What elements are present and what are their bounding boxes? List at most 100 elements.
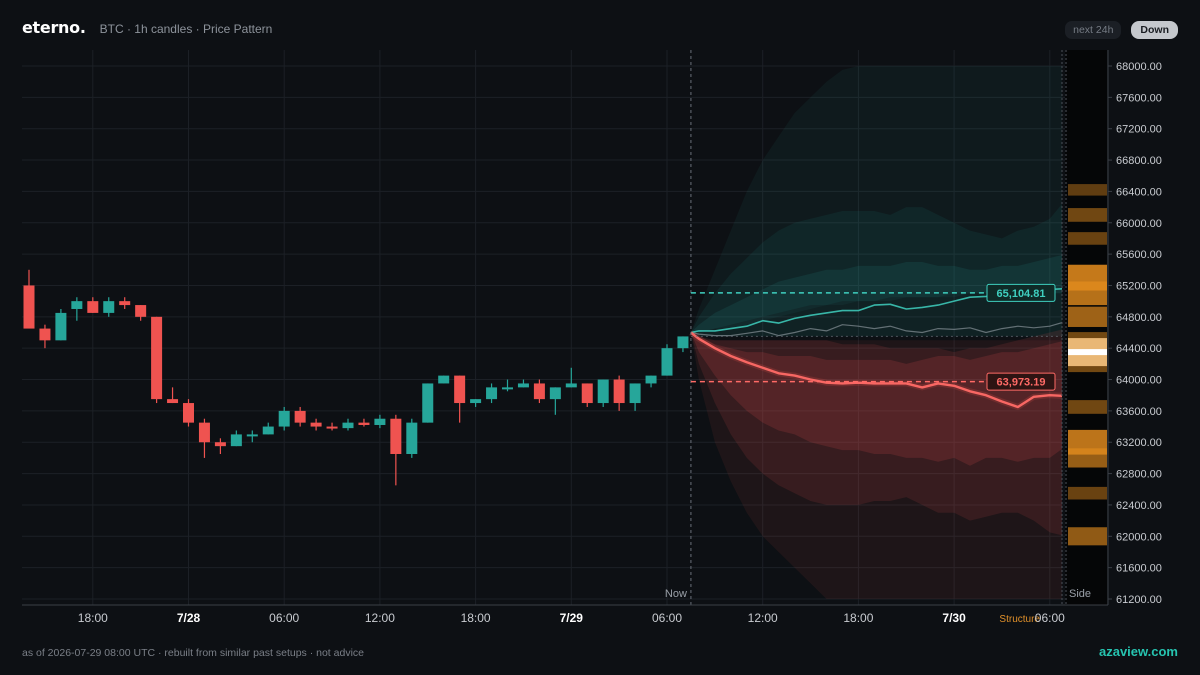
forecast-band [690,332,1062,599]
candle-body [23,285,35,329]
chart-subtitle: BTC · 1h candles · Price Pattern [99,22,273,36]
candle [310,418,322,431]
now-label: Now [665,588,687,600]
forecast-median-path [690,321,1062,337]
candle-body [406,422,418,454]
candle [151,316,163,404]
candle [230,430,242,447]
candle [39,324,51,349]
candle-body [230,434,242,447]
candle-body [517,383,529,388]
candle [135,305,147,321]
candle [167,387,179,404]
candle-body [135,305,147,317]
y-tick-label: 65200.00 [1116,280,1162,292]
candle [661,344,673,376]
structure-level-core [1068,349,1107,356]
candle-body [629,383,641,404]
candle [198,418,210,458]
candle-body [55,312,67,341]
candle [390,414,402,486]
x-tick-label: 7/28 [177,611,201,625]
candle [629,383,641,411]
candle-body [502,387,513,390]
candle [342,418,354,431]
footer-site-link[interactable]: azaview.com [1098,644,1178,659]
candle-body [183,403,194,423]
y-axis: 68000.00 67600.00 67200.00 66800.00 66400.00… [1107,50,1162,606]
x-tick-label: 18:00 [78,611,108,625]
x-tick-label: 12:00 [365,611,395,625]
y-tick-label: 62400.00 [1116,500,1162,512]
brand-logo[interactable]: eterno. [22,18,86,37]
candle [262,422,274,435]
structure-level [1068,184,1107,196]
candle-body [103,301,115,313]
target-tag-up [986,283,1056,302]
y-tick-label: 66000.00 [1116,218,1162,230]
structure-level [1068,306,1107,327]
header: eterno. BTC · 1h candles · Price Pattern [22,18,272,44]
candle [422,383,434,423]
range-toggle[interactable]: next 24h [1065,21,1122,39]
forecast-band [690,203,1062,333]
candle-body [422,383,434,423]
candle-body [87,301,99,313]
candle [406,418,418,458]
candle [581,383,593,407]
candle [119,297,131,309]
structure-strip: Structure Side [999,50,1107,625]
candle [103,297,115,317]
x-axis: 18:00 7/28 06:00 12:00 18:00 7/29 06:00 12:00 18… [22,604,1108,625]
candle-body [565,383,577,388]
candle-body [167,399,179,404]
y-tick-label: 61600.00 [1116,563,1162,575]
candle-body [486,387,498,400]
candle [374,414,386,429]
forecast-bands [690,66,1062,599]
candle [597,379,609,407]
candle [358,418,370,427]
candle-body [645,375,657,384]
forecast-bear-path [690,331,1062,409]
candle [183,399,194,427]
candle-body [358,422,370,425]
controls: next 24h Down [1065,21,1178,39]
candle [294,406,306,427]
x-tick-label: 06:00 [269,611,299,625]
y-tick-label: 62800.00 [1116,469,1162,481]
y-tick-label: 64000.00 [1116,375,1162,387]
candle [454,375,466,423]
candle-body [151,316,163,400]
forecast-band [690,66,1062,333]
y-tick-label: 63200.00 [1116,437,1162,449]
candle-body [549,387,561,400]
forecast-band [690,255,1062,337]
candle-body [246,434,258,437]
candle [278,406,290,431]
candle-body [374,418,386,425]
structure-level [1068,527,1107,546]
candle [214,438,226,454]
structure-level [1068,208,1107,222]
x-tick-label: 12:00 [748,611,778,625]
candle-body [262,426,274,435]
candle-body [71,301,83,309]
target-label-up: 65,104.81 [997,288,1046,300]
forecast-band [690,332,1062,466]
structure-level [1068,486,1107,500]
candle-body [310,422,322,427]
candle [549,387,561,415]
candle [486,383,498,404]
candle-body [342,422,354,429]
candle-body [533,383,545,400]
direction-badge[interactable]: Down [1131,21,1178,39]
candle-body [613,379,625,404]
x-tick-label: 18:00 [843,611,873,625]
candle-body [119,301,131,306]
target-label-down: 63,973.19 [997,377,1046,389]
candle [677,336,689,353]
candle-body [214,442,226,447]
candle [71,297,83,321]
